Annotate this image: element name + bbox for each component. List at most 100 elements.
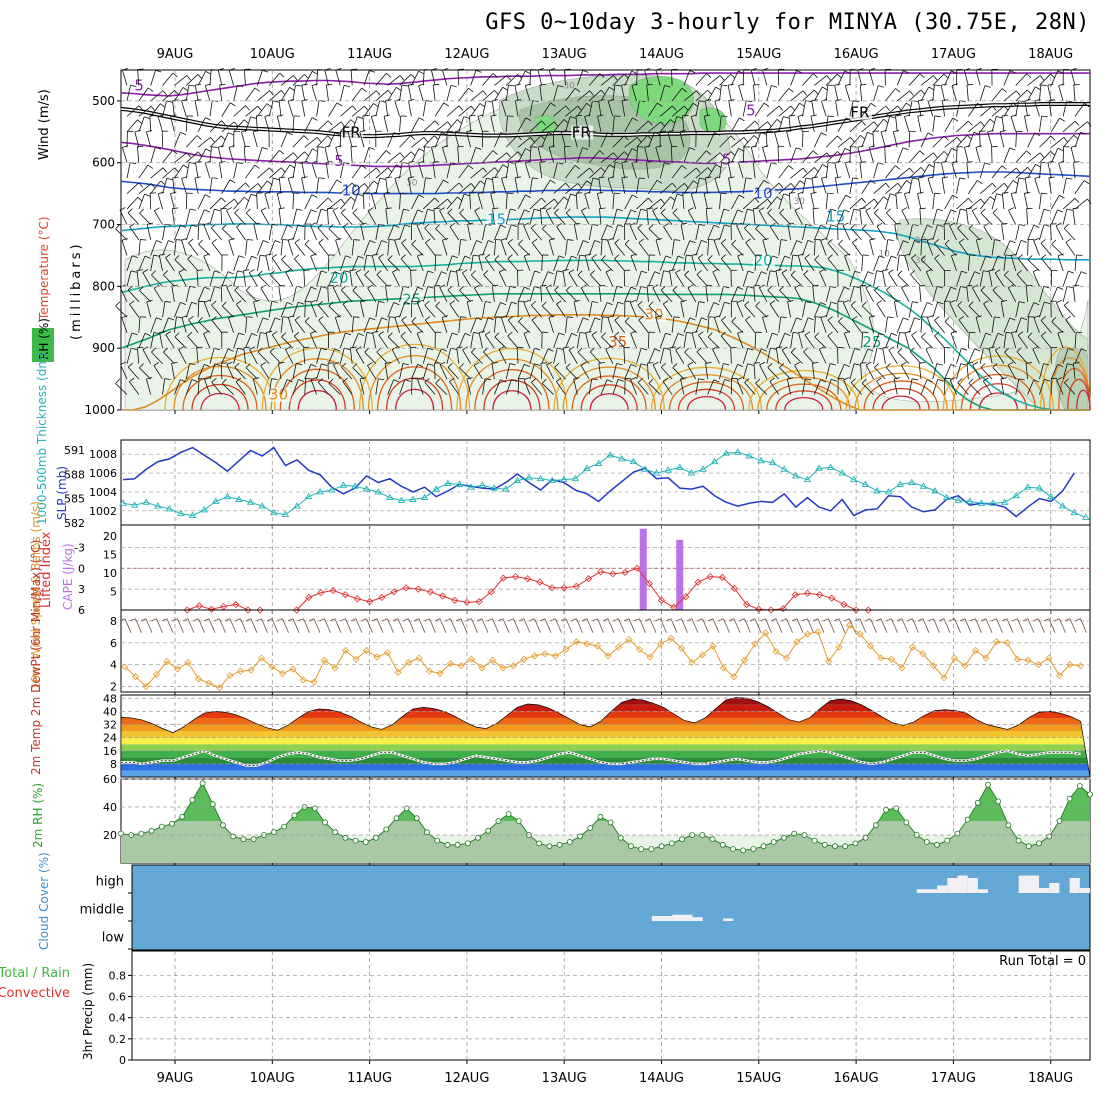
wind-barb: [577, 183, 582, 189]
wind-barb: [456, 270, 460, 287]
wind-barb: [197, 117, 206, 132]
wind-barb: [698, 331, 704, 336]
surface-wind-barb: [523, 618, 531, 633]
surface-wind-barb: [481, 618, 489, 633]
wind-barb: [698, 378, 705, 381]
wind-barb: [707, 167, 713, 173]
wind-barb: [449, 223, 456, 228]
wind-barb: [424, 227, 436, 241]
wind-barb: [797, 193, 803, 210]
wind-barb: [584, 193, 590, 210]
wind-barb: [233, 85, 238, 102]
wind-barb: [731, 244, 744, 256]
wind-barb: [449, 226, 460, 241]
wind-barb: [852, 100, 860, 103]
wind-barb: [457, 146, 460, 163]
lifted-index-point: [244, 606, 252, 614]
wind-barb: [577, 105, 582, 111]
wind-barb: [754, 180, 765, 194]
wind-barb: [744, 223, 750, 229]
wind-barb: [932, 363, 938, 380]
wind-barb: [399, 162, 403, 179]
wind-barb: [245, 333, 252, 349]
wind-barb: [573, 129, 580, 133]
wind-barb: [171, 361, 178, 364]
wind-barb: [484, 254, 491, 259]
wind-barb: [873, 255, 880, 272]
wind-barb: [696, 351, 708, 364]
wind-barb: [655, 315, 662, 318]
wind-barb: [531, 300, 537, 306]
wind-barb: [575, 193, 578, 210]
wind-barb: [1065, 238, 1072, 243]
wind-barb: [150, 317, 157, 333]
wind-barb: [675, 272, 685, 287]
wind-barb: [353, 239, 360, 241]
wind-barb: [422, 100, 427, 117]
wind-barb: [418, 83, 425, 86]
temp-band: [121, 750, 1090, 758]
surface-wind-barb: [345, 618, 352, 633]
isotherm-label: FR: [342, 124, 361, 142]
surface-wind-barb: [513, 618, 520, 633]
wind-barb: [1035, 163, 1041, 168]
wind-barb: [835, 100, 839, 117]
wind-barb: [778, 88, 790, 102]
wind-barb: [865, 207, 872, 211]
warm-isotherm: [483, 379, 541, 411]
wind-barb: [211, 316, 217, 321]
wind-barb: [363, 332, 368, 349]
wind-barb: [151, 270, 156, 276]
pressure-tick-label: 1000: [84, 403, 115, 417]
wind-barb: [1003, 102, 1014, 117]
thickness-line: [122, 451, 1086, 518]
wind-barb: [219, 161, 226, 163]
wind-barb: [187, 258, 199, 272]
wind-barb: [897, 347, 903, 353]
wind-barb: [328, 198, 342, 210]
wind-barb: [918, 363, 922, 380]
wind-barb: [712, 268, 719, 273]
wind-barb: [860, 135, 866, 140]
lifted-index-point: [378, 593, 386, 602]
wind-barb: [637, 227, 649, 241]
wind-barb: [943, 73, 949, 79]
rh-point: [434, 837, 441, 844]
wind-barb: [1043, 224, 1050, 227]
wind-barb: [1024, 116, 1028, 132]
wind-barb: [1004, 270, 1009, 276]
wind-barb: [150, 167, 164, 179]
wind-barb: [951, 253, 958, 257]
wind-barb: [524, 209, 530, 213]
wind-barb: [446, 105, 460, 117]
wind-barb: [681, 87, 687, 93]
wind-barb: [482, 224, 486, 241]
wind-barb: [582, 317, 589, 321]
wind-barb: [321, 363, 328, 366]
wind-barb: [728, 100, 732, 117]
wind-barb: [517, 70, 526, 86]
wind-barb: [968, 120, 973, 126]
wind-barb: [252, 131, 258, 148]
wind-barb: [220, 285, 223, 302]
wind-barb: [418, 117, 425, 121]
wind-barb: [150, 255, 154, 271]
wind-barb: [541, 198, 555, 210]
wind-barb: [753, 284, 760, 287]
slp-tick-label: 1002: [89, 505, 117, 518]
wind-barb: [367, 207, 374, 212]
wind-barb: [529, 100, 534, 117]
wind-barb: [600, 225, 608, 241]
wind-barb: [531, 378, 537, 383]
wind-barb: [253, 377, 260, 380]
lifted-index-point: [840, 600, 848, 609]
rh-contour-label: 30: [563, 82, 575, 92]
wind-barb: [411, 316, 417, 322]
wind-barb: [494, 336, 507, 349]
wind-barb: [573, 299, 580, 303]
wind-barb: [524, 85, 531, 102]
wind-barb: [719, 208, 725, 225]
wind-barb: [523, 302, 531, 318]
wind-barb: [727, 83, 734, 86]
wind-barb: [408, 176, 415, 179]
